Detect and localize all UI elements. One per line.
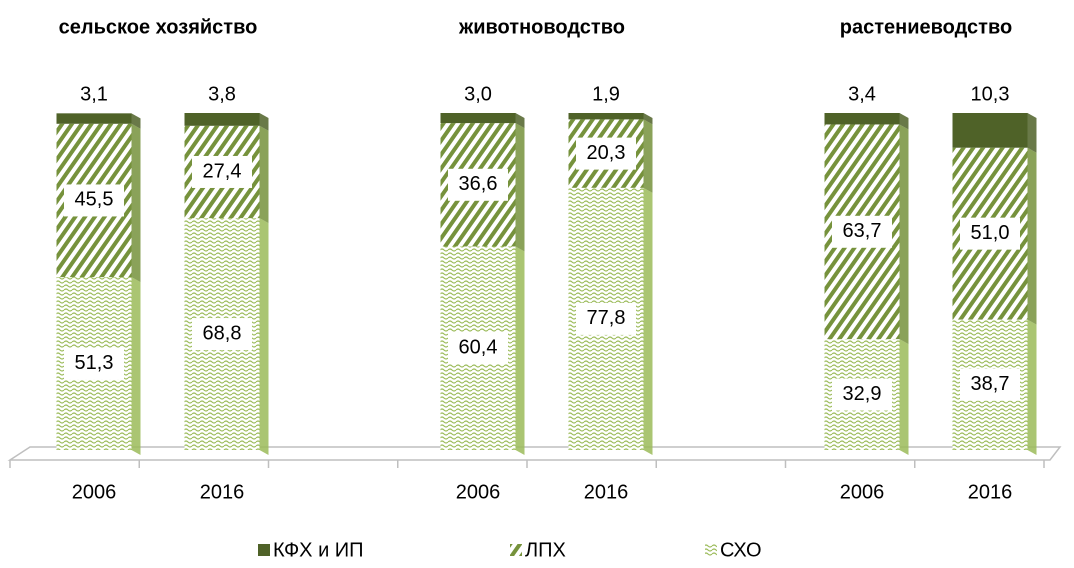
value-label: 3,4 — [848, 83, 876, 105]
value-label: 51,0 — [971, 222, 1010, 244]
value-label-box — [576, 137, 636, 170]
value-label: 36,6 — [459, 173, 498, 195]
value-label-box — [192, 318, 252, 351]
x-tick-label: 2016 — [584, 481, 629, 503]
value-label-box — [448, 168, 508, 201]
value-label: 3,8 — [208, 83, 236, 105]
bar-side — [131, 113, 141, 129]
bar-segment — [952, 113, 1028, 148]
x-tick-label: 2016 — [200, 481, 245, 503]
bar-side — [1027, 147, 1037, 325]
bar-segment — [824, 113, 900, 125]
value-label-box — [960, 368, 1020, 401]
bar-side — [899, 339, 909, 455]
value-label: 45,5 — [75, 189, 114, 211]
value-label-box — [64, 347, 124, 380]
floor — [7, 446, 1062, 461]
bar-side — [131, 123, 141, 283]
value-label: 51,3 — [75, 352, 114, 374]
bar-side — [515, 113, 525, 129]
value-label: 77,8 — [587, 307, 626, 329]
x-tick-label: 2006 — [456, 481, 501, 503]
x-tick-label: 2006 — [72, 481, 117, 503]
legend-marker — [510, 544, 522, 556]
bar-segment — [568, 113, 644, 120]
value-label-box — [448, 332, 508, 365]
value-label-box — [832, 378, 892, 411]
value-label: 1,9 — [592, 83, 620, 105]
bar-side — [259, 218, 269, 455]
value-label: 27,4 — [203, 160, 242, 182]
bar-side — [643, 113, 653, 125]
bar-side — [899, 113, 909, 130]
group-label: сельское хозяйство — [59, 16, 258, 38]
value-label: 63,7 — [843, 220, 882, 242]
x-tick-label: 2016 — [968, 481, 1013, 503]
value-label: 68,8 — [203, 322, 242, 344]
value-label: 20,3 — [587, 142, 626, 164]
value-label-box — [832, 215, 892, 248]
bar-side — [515, 246, 525, 455]
x-tick-label: 2006 — [840, 481, 885, 503]
group-label: растениеводство — [840, 16, 1012, 38]
bar-side — [131, 277, 141, 455]
value-label-box — [576, 302, 636, 335]
bar-side — [899, 124, 909, 345]
bar-side — [259, 113, 269, 131]
bar-side — [1027, 319, 1037, 455]
value-label-box — [960, 217, 1020, 250]
legend-label: СХО — [720, 539, 762, 561]
value-label: 3,1 — [80, 84, 108, 106]
value-label: 3,0 — [464, 83, 492, 105]
legend-marker — [258, 544, 270, 556]
bar-side — [515, 123, 525, 252]
bar-side — [259, 125, 269, 224]
legend-marker — [705, 544, 717, 556]
value-label-box — [192, 155, 252, 188]
group-label: животноводство — [458, 16, 625, 38]
value-label-box — [64, 184, 124, 217]
legend-label: ЛПХ — [525, 539, 566, 561]
value-label: 38,7 — [971, 373, 1010, 395]
value-label: 32,9 — [843, 383, 882, 405]
bar-segment — [440, 113, 516, 124]
value-label: 10,3 — [971, 83, 1010, 105]
bar-segment — [184, 113, 260, 126]
bar-side — [1027, 113, 1037, 153]
bar-segment — [56, 113, 132, 124]
value-label: 60,4 — [459, 337, 498, 359]
legend-label: КФХ и ИП — [273, 539, 364, 561]
bar-side — [643, 119, 653, 193]
bar-side — [643, 187, 653, 455]
